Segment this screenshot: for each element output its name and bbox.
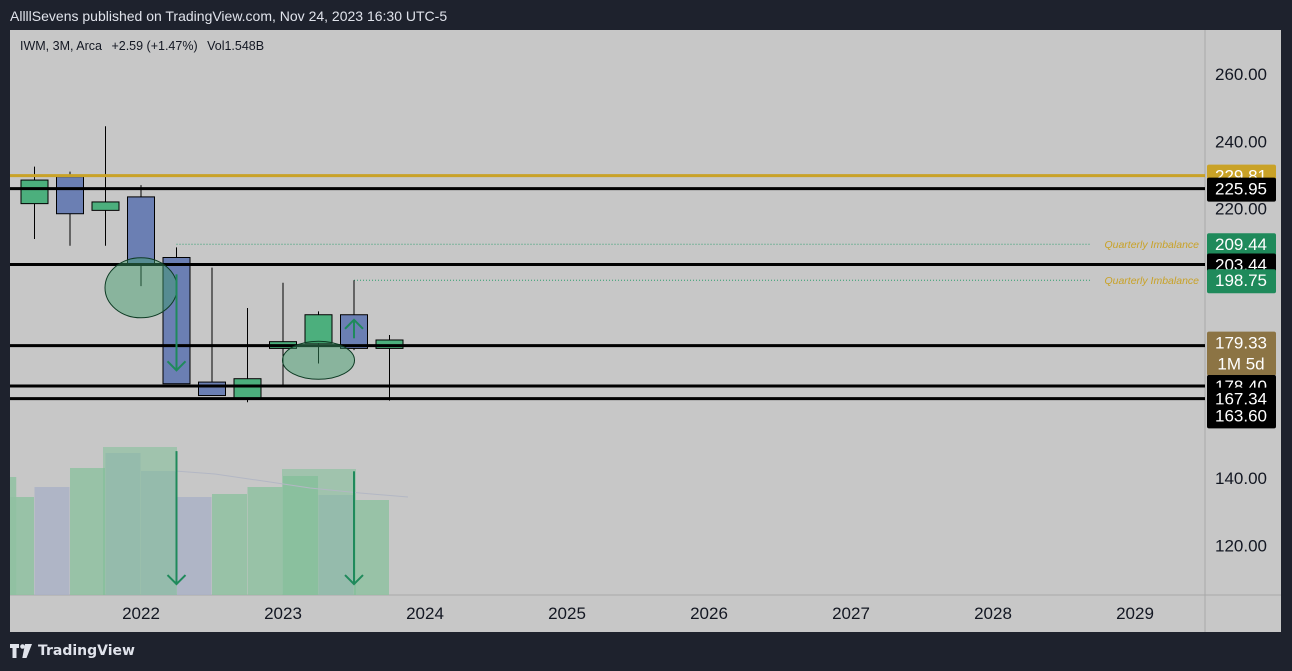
publish-info: AllllSevens published on TradingView.com… [10, 8, 448, 24]
price-label-tag [1207, 331, 1276, 376]
volume-bar [176, 497, 212, 595]
volume-highlight [282, 469, 356, 595]
ellipse-annotation[interactable] [104, 257, 178, 319]
price-label-text: 179.33 [1215, 334, 1267, 353]
x-axis-tick-label: 2023 [264, 604, 302, 623]
y-axis-tick-label: 240.00 [1215, 132, 1267, 151]
candle-body[interactable] [304, 314, 333, 344]
price-chart[interactable]: Quarterly Imbalance Quarterly Imbalance 26… [10, 30, 1281, 632]
volume-bar [70, 468, 105, 595]
y-axis-tick-label: 220.00 [1215, 200, 1267, 219]
x-axis-tick-label: 2025 [548, 604, 586, 623]
footer-brand: TradingView [38, 643, 135, 659]
price-label-text: 198.75 [1215, 271, 1267, 290]
ellipse-annotation[interactable] [282, 340, 355, 380]
price-label-text: 225.95 [1215, 180, 1267, 199]
arrow-down-icon [344, 574, 364, 586]
x-axis-tick-label: 2022 [122, 604, 160, 623]
legend-change: +2.59 (+1.47%) [111, 39, 198, 53]
y-axis-tick-label: 260.00 [1215, 65, 1267, 84]
tradingview-logo-icon [10, 644, 32, 658]
price-label-tag [1207, 233, 1276, 258]
candle-body[interactable] [233, 378, 262, 400]
price-label-tag [1207, 404, 1276, 429]
price-label-tag [1207, 177, 1276, 202]
arrow-up-icon [344, 318, 364, 330]
price-label-tag [1207, 269, 1276, 294]
y-axis-tick-label: 120.00 [1215, 536, 1267, 555]
footer-bar: TradingView [0, 632, 1292, 671]
publish-header: AllllSevens published on TradingView.com… [0, 0, 1292, 30]
candle-body[interactable] [20, 179, 49, 205]
x-axis-tick-label: 2024 [406, 604, 444, 623]
candle-body[interactable] [56, 176, 84, 215]
price-label-countdown: 1M 5d [1217, 355, 1264, 374]
arrow-down-icon [166, 360, 187, 372]
imbalance-label: Quarterly Imbalance [1104, 239, 1199, 251]
volume-bar [34, 487, 70, 595]
x-axis-tick-label: 2028 [974, 604, 1012, 623]
candle-body[interactable] [91, 201, 120, 211]
price-label-text: 163.60 [1215, 406, 1267, 425]
x-axis-tick-label: 2029 [1116, 604, 1154, 623]
legend-symbol[interactable]: IWM, 3M, Arca [20, 39, 102, 53]
volume-bar [354, 500, 389, 595]
price-label-text: 209.44 [1215, 235, 1267, 254]
price-label-text: 167.34 [1215, 390, 1267, 409]
imbalance-label: Quarterly Imbalance [1104, 275, 1199, 287]
x-axis-tick-label: 2027 [832, 604, 870, 623]
legend-volume: Vol1.548B [207, 39, 265, 53]
volume-bar [247, 487, 283, 595]
x-axis-tick-label: 2026 [690, 604, 728, 623]
candle-body[interactable] [127, 196, 155, 265]
tradingview-logo[interactable]: TradingView [10, 643, 135, 659]
symbol-legend: IWM, 3M, Arca +2.59 (+1.47%) Vol1.548B [20, 39, 270, 53]
candle-body[interactable] [198, 381, 226, 397]
volume-bar [10, 497, 34, 595]
y-axis-tick-label: 140.00 [1215, 469, 1267, 488]
volume-highlight [103, 447, 177, 595]
volume-ma-line [174, 470, 409, 498]
chart-panel[interactable]: Quarterly Imbalance Quarterly Imbalance 26… [10, 30, 1281, 632]
volume-bar [212, 494, 247, 595]
arrow-down-icon [166, 574, 187, 586]
